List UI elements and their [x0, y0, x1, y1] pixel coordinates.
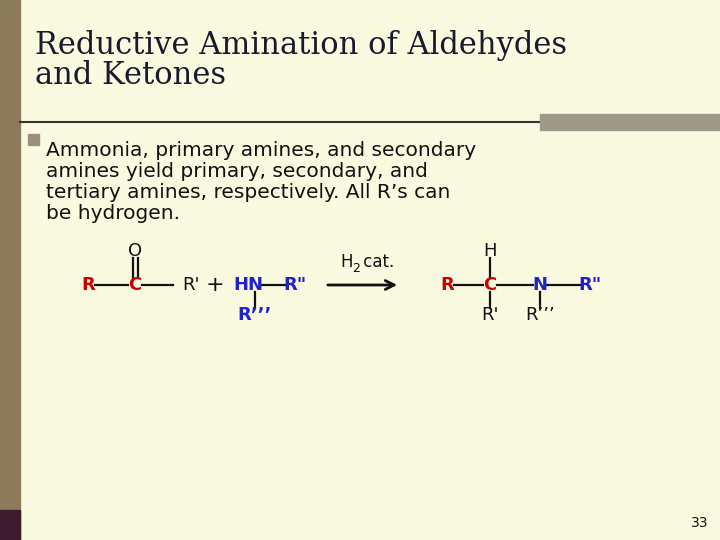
Bar	[28, 134, 39, 145]
Text: tertiary amines, respectively. All R’s can: tertiary amines, respectively. All R’s c…	[46, 183, 451, 202]
Text: R": R"	[284, 276, 307, 294]
Text: cat.: cat.	[358, 253, 394, 271]
Text: HN: HN	[233, 276, 263, 294]
Text: be hydrogen.: be hydrogen.	[46, 204, 180, 223]
Text: R': R'	[481, 306, 499, 324]
Text: R’’’: R’’’	[525, 306, 555, 324]
Text: H: H	[340, 253, 353, 271]
Text: C: C	[483, 276, 497, 294]
Text: Ammonia, primary amines, and secondary: Ammonia, primary amines, and secondary	[46, 141, 476, 160]
Text: 2: 2	[353, 262, 361, 275]
Text: C: C	[128, 276, 142, 294]
Text: R': R'	[182, 276, 199, 294]
Text: R: R	[81, 276, 95, 294]
Text: amines yield primary, secondary, and: amines yield primary, secondary, and	[46, 162, 428, 181]
Text: +: +	[206, 275, 225, 295]
Text: H: H	[483, 242, 497, 260]
Text: and Ketones: and Ketones	[35, 60, 226, 91]
Text: R’’’: R’’’	[238, 306, 272, 324]
Bar	[540, 114, 720, 130]
Text: 33: 33	[690, 516, 708, 530]
Text: R: R	[440, 276, 454, 294]
Text: R": R"	[578, 276, 602, 294]
Text: O: O	[128, 242, 142, 260]
Text: N: N	[533, 276, 547, 294]
Bar	[0, 0, 20, 540]
Bar	[0, 510, 20, 540]
Text: Reductive Amination of Aldehydes: Reductive Amination of Aldehydes	[35, 30, 567, 61]
